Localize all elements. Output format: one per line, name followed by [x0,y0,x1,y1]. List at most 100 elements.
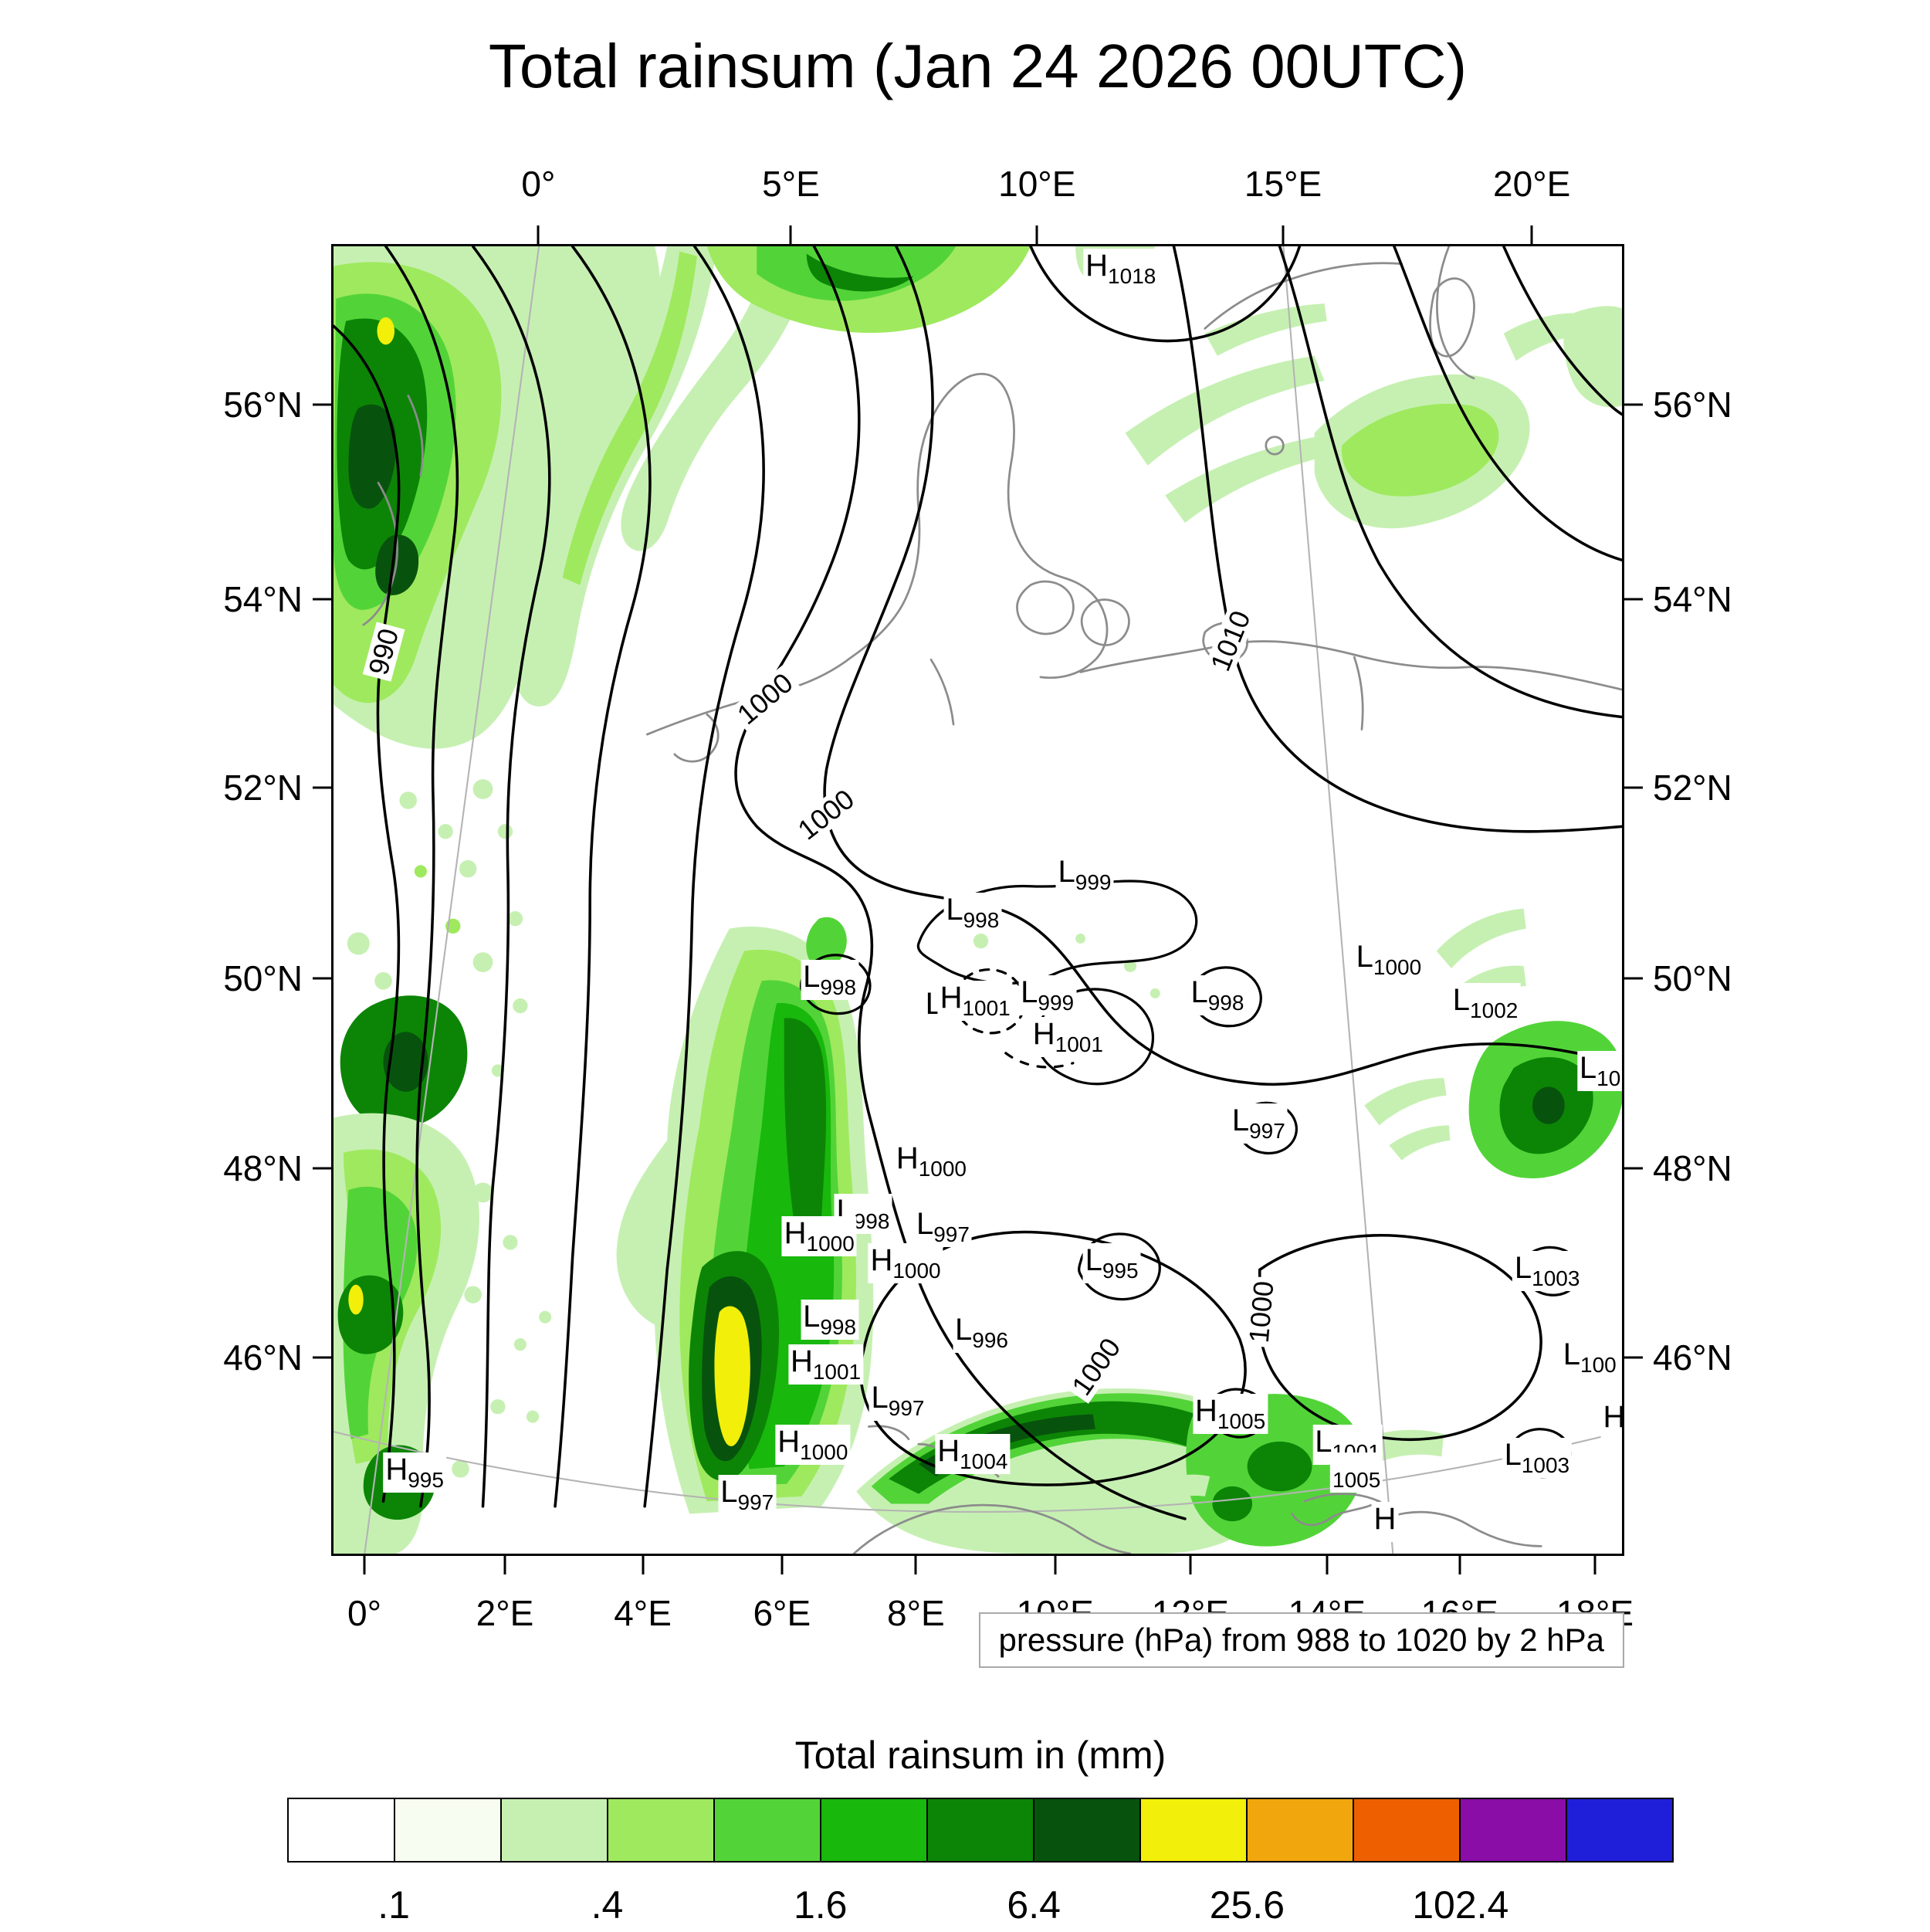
pressure-center-label: H [1600,1400,1622,1441]
axis-tick-mark [642,1556,645,1574]
axis-tick-mark [789,225,792,244]
pressure-center-type: H [870,1243,893,1278]
pressure-center-type: L [1085,1243,1102,1278]
pressure-center-value: 1001 [1055,1032,1103,1057]
axis-tick-mark [313,977,331,980]
pressure-center-label: H1001 [937,980,1013,1021]
pressure-center-label: L997 [913,1206,972,1247]
colorbar-segment [502,1799,608,1861]
pressure-center-type: L [1452,983,1471,1018]
axis-tick-mark [313,1167,331,1170]
pressure-center-value: 998 [963,908,1000,933]
pressure-center-type: L [1504,1438,1522,1473]
pressure-center-value: 998 [820,1314,857,1339]
pressure-center-type: L [1579,1051,1597,1086]
colorbar-segment [1034,1799,1141,1861]
colorbar-tick-label: .1 [378,1883,410,1927]
pressure-center-label: H1000 [893,1141,969,1182]
pressure-center-value: 998 [1207,991,1244,1015]
axis-tick-mark [313,1356,331,1359]
colorbar-segment [1141,1799,1248,1861]
pressure-center-value: 999 [1038,991,1075,1015]
pressure-center-value: 10 [1596,1066,1621,1091]
colorbar-segment [1354,1799,1461,1861]
map-plot-area: H1018 L999 L998 L998 L1000 L1002 L H1001 L999 H10… [334,246,1622,1554]
pressure-center-value: 1001 [962,995,1011,1020]
axis-tick-mark [1035,225,1038,244]
chart-title: Total rainsum (Jan 24 2026 00UTC) [488,32,1468,100]
pressure-center-value: 1000 [1373,955,1422,980]
axis-tick-label-top: 15°E [1244,164,1322,204]
pressure-center-value: 1000 [800,1440,848,1465]
pressure-center-label: L995 [1082,1243,1141,1284]
axis-tick-label-top: 5°E [762,164,820,204]
pressure-center-type: H [784,1215,807,1250]
pressure-center-label: L997 [718,1474,777,1515]
pressure-center-label: L1003 [1502,1438,1573,1479]
pressure-center-value: 995 [1102,1259,1139,1283]
pressure-center-type: L [803,1299,821,1334]
pressure-center-type: H [1085,248,1109,283]
axis-tick-label-left: 50°N [223,958,303,999]
axis-tick-label-bottom: 8°E [887,1593,945,1633]
pressure-center-value: 1003 [1532,1266,1580,1291]
pressure-center-label: H1000 [775,1425,851,1466]
pressure-center-value: 997 [737,1490,774,1514]
axis-tick-label-top: 0° [521,164,556,204]
pressure-center-value: 1000 [806,1231,855,1256]
axis-tick-mark [313,786,331,789]
pressure-center-label: L997 [1229,1103,1288,1144]
pressure-center-type: L [1058,855,1075,890]
axis-tick-mark [1624,1356,1643,1359]
axis-tick-mark [1593,1556,1596,1574]
pressure-center-type: H [777,1425,801,1459]
pressure-center-label: L1000 [1353,940,1424,981]
pressure-center-label: H1001 [1030,1017,1106,1058]
pressure-center-value: 1005 [1332,1468,1381,1493]
pressure-center-type: L [1231,1103,1250,1137]
pressure-center-type: L [946,893,963,927]
contour-info-caption: pressure (hPa) from 988 to 1020 by 2 hPa [978,1612,1624,1668]
axis-tick-label-right: 46°N [1653,1337,1732,1378]
pressure-center-label: 1005 [1330,1452,1383,1493]
pressure-center-type: H [385,1452,408,1487]
pressure-center-value: 998 [820,974,857,999]
axis-tick-label-bottom: 6°E [753,1593,811,1633]
pressure-center-value: 1003 [1521,1453,1570,1478]
axis-tick-label-right: 52°N [1653,767,1732,808]
pressure-center-value: 1000 [892,1259,941,1283]
pressure-center-value: 998 [853,1208,890,1233]
axis-tick-mark [537,225,540,244]
axis-tick-mark [313,403,331,406]
axis-tick-mark [1282,225,1285,244]
pressure-center-type: L [1021,975,1038,1010]
pressure-center-label: H1005 [1193,1393,1268,1434]
pressure-center-type: L [1514,1251,1532,1286]
pressure-center-type: H [1603,1400,1622,1435]
pressure-center-type: H [940,980,963,1015]
pressure-center-type: L [871,1380,889,1415]
axis-tick-mark [1054,1556,1057,1574]
pressure-center-label: L997 [868,1380,927,1421]
axis-tick-label-right: 56°N [1653,384,1732,425]
pressure-center-label: L998 [1188,975,1247,1016]
colorbar-segment [1567,1799,1672,1861]
pressure-center-label: H1001 [787,1344,864,1385]
pressure-center-type: H [1373,1502,1397,1537]
axis-tick-mark [1624,977,1643,980]
axis-tick-mark [1530,225,1533,244]
axis-tick-label-left: 48°N [223,1147,303,1188]
pressure-center-type: L [1190,975,1208,1010]
axis-tick-mark [1624,403,1643,406]
pressure-center-type: H [1032,1017,1055,1052]
pressure-center-type: L [803,959,821,994]
pressure-center-label: H995 [383,1452,446,1493]
pressure-contour-lines [334,246,1622,1520]
colorbar-segment [395,1799,502,1861]
axis-tick-label-left: 56°N [223,384,303,425]
axis-tick-mark [363,1556,366,1574]
pressure-center-type: L [1563,1337,1581,1372]
pressure-center-type: L [916,1206,934,1241]
pressure-center-label: L100 [1560,1337,1619,1378]
pressure-center-label: L999 [1055,855,1114,896]
